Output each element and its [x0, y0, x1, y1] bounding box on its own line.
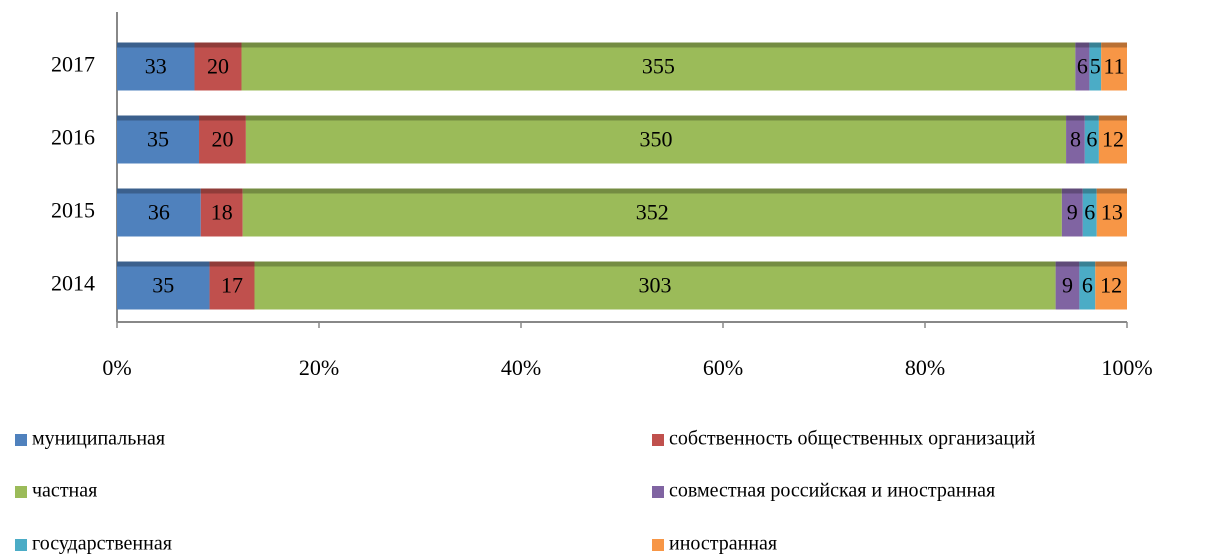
data-label: 20	[211, 127, 233, 152]
bar-segment	[194, 42, 242, 91]
data-label: 11	[1103, 54, 1124, 79]
bar-segment-top	[245, 115, 1067, 121]
bar-segment	[1082, 188, 1097, 237]
bar-segment	[117, 188, 201, 237]
data-label: 36	[148, 200, 170, 225]
bar-segment	[200, 188, 243, 237]
legend-swatch	[652, 539, 664, 551]
legend-label: собственность общественных организаций	[669, 428, 1036, 450]
bar-segment	[1101, 42, 1127, 91]
x-tick-label: 40%	[501, 355, 541, 380]
bar-segment	[117, 42, 195, 91]
bar-segment	[1089, 42, 1102, 91]
data-label: 20	[207, 54, 229, 79]
bar-segment-top	[1101, 42, 1127, 48]
data-label: 9	[1067, 200, 1078, 225]
x-tick-label: 0%	[102, 355, 131, 380]
data-label: 8	[1070, 127, 1081, 152]
bar-segment-top	[117, 42, 195, 48]
bar-segment-top	[1075, 42, 1090, 48]
data-label: 18	[211, 200, 233, 225]
legend-swatch	[652, 434, 664, 446]
data-label: 6	[1086, 127, 1097, 152]
bar-segment-top	[1098, 115, 1127, 121]
bar-segment	[1096, 188, 1127, 237]
bar-segment-top	[209, 261, 255, 267]
data-label: 12	[1100, 273, 1122, 298]
bar-segment	[242, 188, 1062, 237]
data-label: 6	[1082, 273, 1093, 298]
bar-segment-top	[241, 42, 1076, 48]
bar-segment	[241, 42, 1076, 91]
bar-segment-top	[199, 115, 246, 121]
bar-segment-top	[1055, 261, 1080, 267]
bar-segment	[199, 115, 246, 164]
x-tick-label: 60%	[703, 355, 743, 380]
legend-label: совместная российская и иностранная	[669, 480, 995, 502]
bar-segment	[1095, 261, 1127, 310]
data-label: 355	[642, 54, 675, 79]
legend-swatch	[15, 539, 27, 551]
bar-segment-top	[1096, 188, 1127, 194]
y-tick-label: 2014	[51, 271, 95, 296]
data-label: 17	[221, 273, 243, 298]
bar-segment-top	[194, 42, 242, 48]
bar-segment-top	[1066, 115, 1085, 121]
legend-label: государственная	[32, 533, 172, 555]
data-label: 33	[145, 54, 167, 79]
x-tick-label: 20%	[299, 355, 339, 380]
legend-swatch	[15, 486, 27, 498]
data-label: 350	[639, 127, 672, 152]
bar-segment-top	[117, 188, 201, 194]
data-label: 9	[1062, 273, 1073, 298]
y-tick-label: 2015	[51, 198, 95, 223]
bar-segment-top	[254, 261, 1056, 267]
legend-label: частная	[32, 480, 97, 502]
bar-segment	[254, 261, 1056, 310]
bar-segment	[1066, 115, 1085, 164]
bar-segment	[245, 115, 1067, 164]
data-label: 13	[1101, 200, 1123, 225]
bar-segment	[1075, 42, 1090, 91]
data-label: 35	[147, 127, 169, 152]
bar-segment-top	[200, 188, 243, 194]
bar-segment-top	[1082, 188, 1097, 194]
x-tick-label: 80%	[905, 355, 945, 380]
legend-label: иностранная	[669, 533, 777, 555]
data-label: 6	[1077, 54, 1088, 79]
data-label: 352	[636, 200, 669, 225]
data-label: 303	[639, 273, 672, 298]
bar-segment	[1079, 261, 1096, 310]
data-label: 5	[1090, 54, 1101, 79]
bar-segment	[1061, 188, 1083, 237]
data-label: 6	[1084, 200, 1095, 225]
legend-swatch	[15, 434, 27, 446]
bar-segment	[117, 261, 210, 310]
bar-segment-top	[1061, 188, 1083, 194]
bar-segment-top	[1089, 42, 1102, 48]
x-tick-label: 100%	[1101, 355, 1152, 380]
legend-label: муниципальная	[32, 428, 165, 450]
legend-swatch	[652, 486, 664, 498]
bar-segment	[1098, 115, 1127, 164]
bar-segment	[209, 261, 255, 310]
y-tick-label: 2017	[51, 52, 95, 77]
y-tick-label: 2016	[51, 125, 95, 150]
bar-segment-top	[242, 188, 1062, 194]
data-label: 12	[1102, 127, 1124, 152]
bar-segment	[1055, 261, 1080, 310]
bar-segment-top	[1084, 115, 1099, 121]
bar-segment	[1084, 115, 1099, 164]
data-label: 35	[152, 273, 174, 298]
bar-segment-top	[1095, 261, 1127, 267]
bar-segment-top	[117, 261, 210, 267]
bar-segment-top	[117, 115, 200, 121]
bar-segment-top	[1079, 261, 1096, 267]
bar-segment	[117, 115, 200, 164]
